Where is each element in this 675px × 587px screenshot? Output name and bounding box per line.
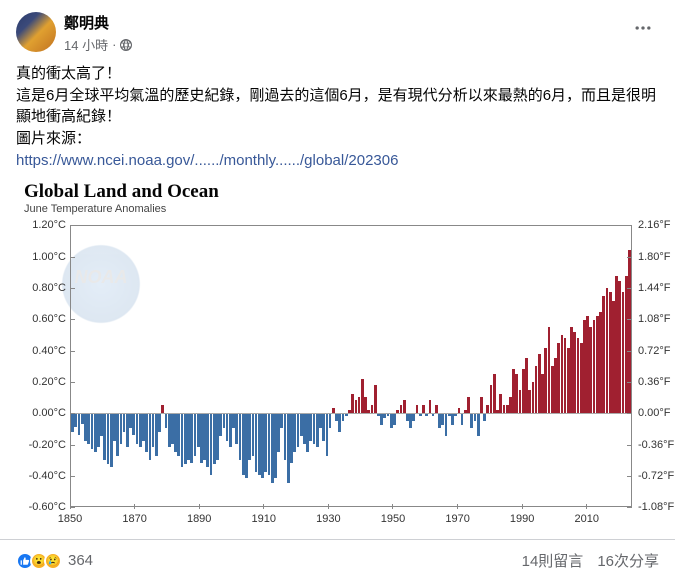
y-right-label: 0.72°F [638,345,671,357]
bar-slot [628,226,631,506]
bar-series [71,226,631,506]
post-meta: 14 小時 · [64,35,627,54]
y-right-label: 0.36°F [638,376,671,388]
author-name[interactable]: 鄭明典 [64,12,627,33]
temperature-chart: 1850 1870 1890 1910 1930 1950 1970 1990 2010 -0.… [18,219,675,529]
post-header: 鄭明典 14 小時 · [16,12,659,54]
engagement-counts: 14則留言 16次分享 [522,550,659,571]
content-line: 圖片來源： [16,129,659,149]
more-options-button[interactable] [627,12,659,49]
x-tick-label: 1950 [381,513,405,525]
sad-icon: 😢 [44,552,62,570]
meta-separator: · [112,37,116,52]
header-text-block: 鄭明典 14 小時 · [64,12,627,54]
y-right-label: -0.72°F [638,470,674,482]
x-tick-label: 2010 [575,513,599,525]
post-text: 真的衝太高了！ 這是6月全球平均氣溫的歷史紀錄，剛過去的這個6月，是有現代分析以… [16,64,659,171]
chart-title: Global Land and Ocean [24,181,659,203]
y-right-label: 1.44°F [638,282,671,294]
y-right-label: -1.08°F [638,501,674,513]
y-left-label: 0.20°C [32,376,66,388]
y-right-label: 1.08°F [638,313,671,325]
y-left-label: -0.40°C [29,470,66,482]
x-tick-label: 1910 [252,513,276,525]
post-footer: 😮 😢 364 14則留言 16次分享 [0,539,675,581]
y-right-label: 1.80°F [638,251,671,263]
x-tick-label: 1850 [58,513,82,525]
y-left-label: 0.60°C [32,313,66,325]
data-bar [628,250,631,413]
reaction-count: 364 [68,552,93,569]
y-left-label: -0.20°C [29,439,66,451]
y-left-label: 1.00°C [32,251,66,263]
chart-container: Global Land and Ocean June Temperature A… [16,181,659,529]
y-left-label: -0.60°C [29,501,66,513]
y-right-label: 0.00°F [638,407,671,419]
y-left-label: 0.80°C [32,282,66,294]
y-left-label: 0.00°C [32,407,66,419]
y-left-label: 1.20°C [32,219,66,231]
content-line: 真的衝太高了！ [16,64,659,84]
reaction-icons: 😮 😢 [16,552,62,570]
share-count[interactable]: 16次分享 [597,550,659,571]
x-tick-label: 1890 [187,513,211,525]
x-axis-ticks: 185018701890191019301950197019902010 [70,509,632,529]
author-avatar[interactable] [16,12,56,52]
chart-subtitle: June Temperature Anomalies [24,203,659,215]
facebook-post: 鄭明典 14 小時 · 真的衝太高了！ 這是6月全球平均氣溫的歷史紀錄，剛過去的… [0,0,675,529]
x-tick-label: 1870 [122,513,146,525]
reactions-block[interactable]: 😮 😢 364 [16,552,522,570]
y-right-label: -0.36°F [638,439,674,451]
globe-icon[interactable] [120,39,132,51]
y-left-label: 0.40°C [32,345,66,357]
source-link[interactable]: https://www.ncei.noaa.gov/....../monthly… [16,152,398,169]
post-time[interactable]: 14 小時 [64,35,108,54]
x-tick-label: 1930 [316,513,340,525]
y-right-label: 2.16°F [638,219,671,231]
plot-area [70,225,632,507]
comment-count[interactable]: 14則留言 [522,550,584,571]
x-tick-label: 1990 [510,513,534,525]
x-tick-label: 1970 [445,513,469,525]
content-line: 這是6月全球平均氣溫的歷史紀錄，剛過去的這個6月，是有現代分析以來最熱的6月，而… [16,86,659,127]
